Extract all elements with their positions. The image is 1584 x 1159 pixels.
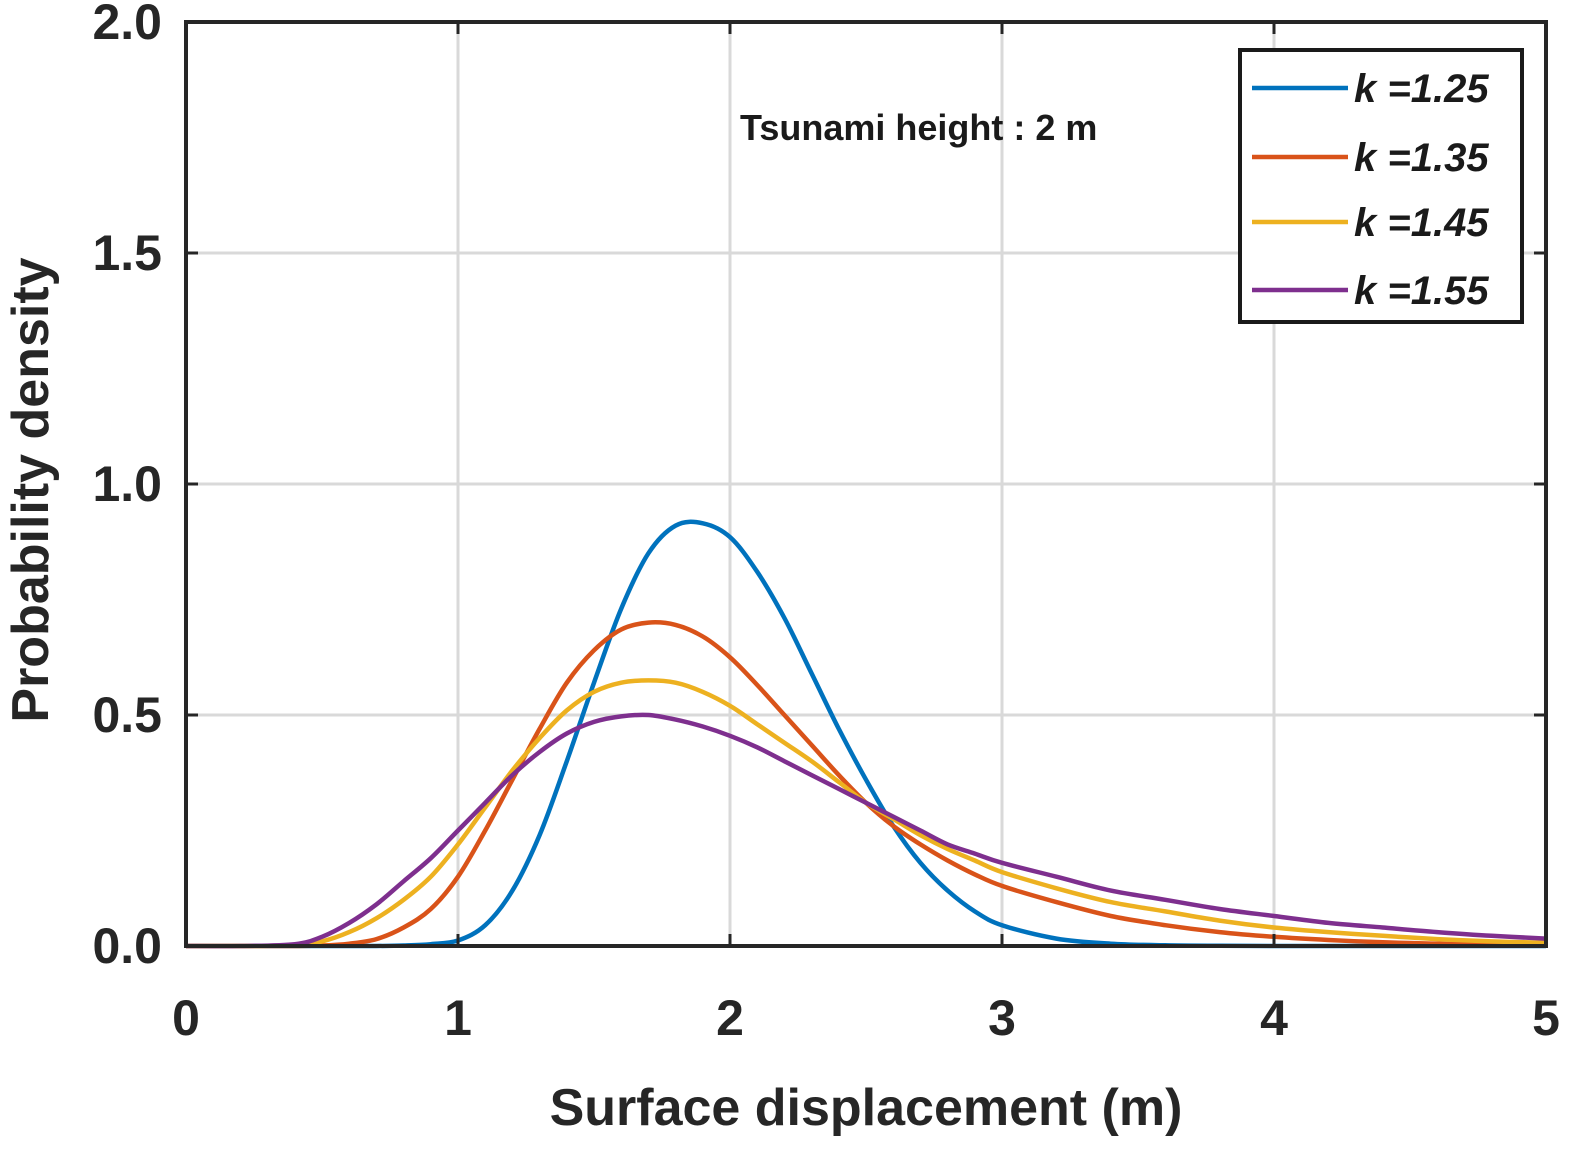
series-line-k-1-45 [185, 678, 1547, 949]
x-tick-label: 5 [1532, 990, 1560, 1046]
x-tick-label: 4 [1260, 990, 1288, 1046]
legend-label-k-1-45: k =1.45 [1354, 201, 1489, 245]
x-tick-label: 2 [716, 990, 744, 1046]
y-tick-label: 1.0 [92, 456, 162, 512]
y-tick-label: 2.0 [92, 0, 162, 50]
legend-label-k-1-55: k =1.55 [1354, 269, 1489, 313]
legend-label-k-1-35: k =1.35 [1354, 136, 1489, 180]
x-tick-label: 3 [988, 990, 1016, 1046]
y-axis-label: Probability density [2, 257, 60, 722]
series-line-k-1-55 [185, 712, 1547, 949]
series-line-k-1-35 [186, 620, 1547, 949]
tick-labels: 0 1 2 3 4 5 0.0 0.5 1.0 1.5 2.0 [92, 0, 1559, 1046]
x-axis-label: Surface displacement (m) [550, 1079, 1183, 1137]
legend-label-k-1-25: k =1.25 [1354, 67, 1489, 111]
annotation-tsunami-height: Tsunami height : 2 m [740, 107, 1097, 148]
x-tick-label: 0 [172, 990, 200, 1046]
ticks [184, 20, 1548, 948]
y-tick-label: 0.5 [92, 687, 162, 743]
y-tick-label: 1.5 [92, 225, 162, 281]
x-tick-label: 1 [444, 990, 472, 1046]
y-tick-label: 0.0 [92, 918, 162, 974]
legend: k =1.25 k =1.35 k =1.45 k =1.55 [1238, 48, 1524, 324]
legend-box [1238, 48, 1524, 324]
